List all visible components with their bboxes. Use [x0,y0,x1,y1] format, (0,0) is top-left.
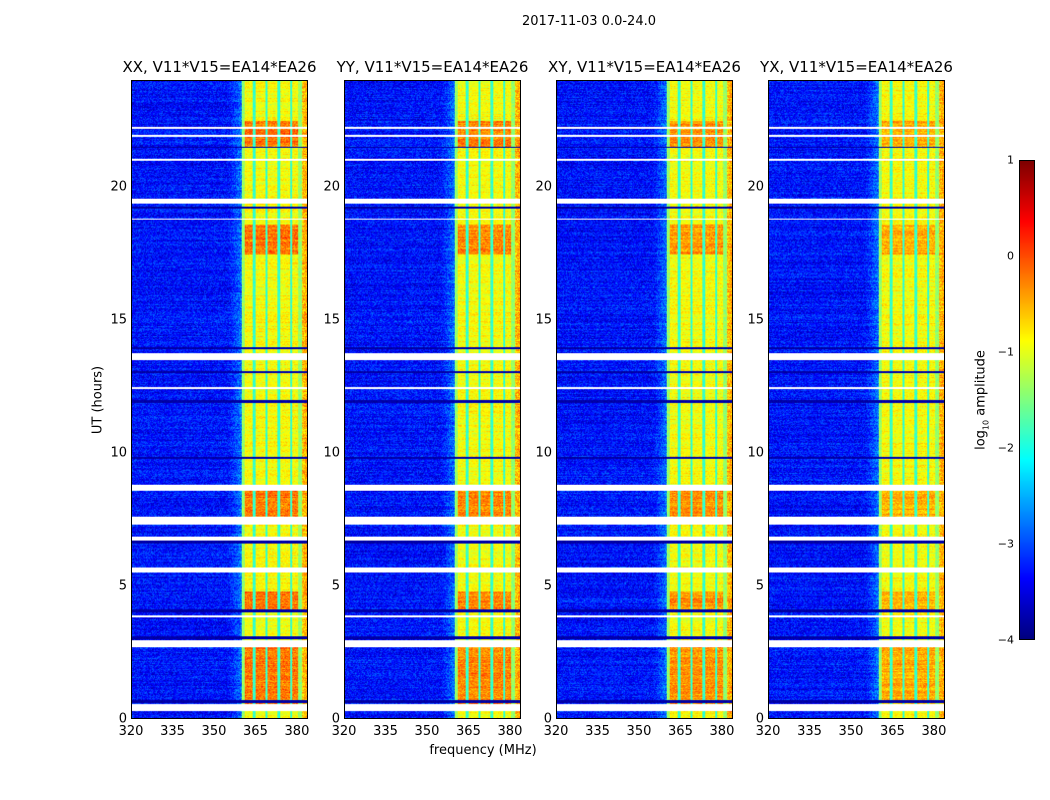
y-tick-label: 0 [331,711,340,727]
y-tick-label: 5 [543,578,552,594]
x-tick-label: 335 [373,724,398,739]
heatmap-image [557,81,732,718]
y-tick-label: 5 [755,578,764,594]
x-tick-label: 350 [838,724,864,739]
colorbar-tick-label: 1 [1007,153,1014,167]
x-tick-label: 380 [709,724,735,739]
x-tick-label: 380 [284,724,310,739]
x-tick-label: 320 [118,724,144,739]
x-axis-label: frequency (MHz) [429,743,537,758]
colorbar-label-main: log [973,430,989,450]
x-tick-label: 380 [497,724,523,739]
colorbar-tick-label: −3 [997,537,1014,551]
y-tick-label: 20 [747,179,764,194]
x-tick-label: 320 [331,724,357,739]
x-tick-label: 320 [543,724,569,739]
x-tick-label: 350 [626,724,652,739]
y-tick-label: 0 [118,711,127,727]
y-tick-label: 10 [110,445,127,461]
heatmap-panel [556,80,733,719]
y-tick-label: 0 [755,711,764,727]
colorbar-label-sub: 10 [981,419,991,431]
x-tick-label: 320 [755,724,781,739]
x-tick-label: 335 [585,724,610,739]
y-tick-label: 5 [118,578,127,594]
colorbar-tick-label: −1 [997,345,1014,359]
y-tick-label: 20 [110,179,127,194]
y-axis-label: UT (hours) [90,365,106,435]
x-tick-label: 350 [414,724,440,739]
y-tick-label: 10 [747,445,764,461]
figure-title: 2017-11-03 0.0-24.0 [522,14,656,29]
heatmap-image [132,81,307,718]
x-tick-label: 335 [797,724,822,739]
panel-title: XY, V11*V15=EA14*EA26 [548,58,741,76]
colorbar-tick-label: 0 [1007,249,1014,263]
heatmap-panel [131,80,308,719]
x-tick-label: 380 [921,724,947,739]
y-tick-label: 15 [747,312,764,328]
x-tick-label: 335 [160,724,185,739]
colorbar-tick-label: −4 [997,633,1014,647]
y-tick-label: 10 [323,445,340,461]
y-tick-label: 15 [323,312,340,328]
heatmap-panel [344,80,521,719]
x-tick-label: 365 [456,724,481,739]
y-tick-label: 20 [535,179,552,194]
y-tick-label: 5 [331,578,340,594]
x-tick-label: 365 [668,724,693,739]
x-tick-label: 350 [201,724,227,739]
y-tick-label: 20 [323,179,340,194]
y-tick-label: 15 [535,312,552,328]
colorbar-label-rest: amplitude [973,350,989,420]
colorbar [1019,160,1035,640]
heatmap-image [769,81,944,718]
colorbar-tick-label: −2 [997,441,1014,455]
y-tick-label: 10 [535,445,552,461]
x-tick-label: 365 [880,724,905,739]
heatmap-image [345,81,520,718]
y-tick-label: 0 [543,711,552,727]
panel-title: YY, V11*V15=EA14*EA26 [336,58,529,76]
y-tick-label: 15 [110,312,127,328]
panel-title: XX, V11*V15=EA14*EA26 [122,58,317,76]
heatmap-panel [768,80,945,719]
x-tick-label: 365 [243,724,268,739]
panel-title: YX, V11*V15=EA14*EA26 [760,58,953,76]
colorbar-label: log10 amplitude [974,350,991,450]
